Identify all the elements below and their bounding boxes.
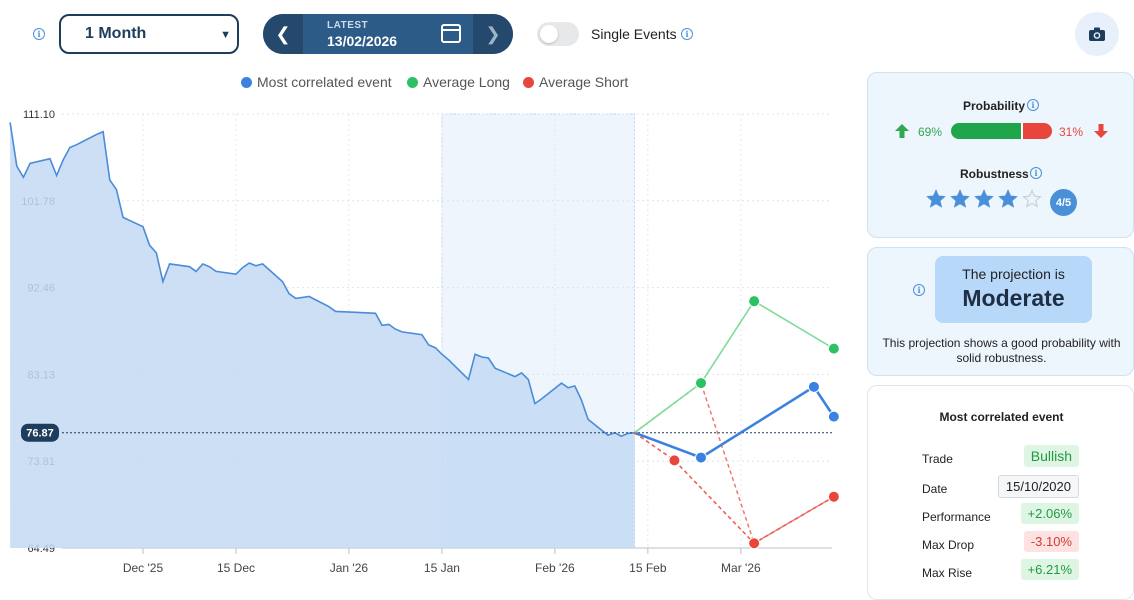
projection-point	[668, 454, 681, 467]
legend-item-average-short[interactable]: Average Short	[523, 74, 628, 90]
toggle-knob	[540, 25, 558, 43]
projection-point	[827, 342, 840, 355]
date-navigator: ❮ LATEST 13/02/2026 ❯	[263, 14, 513, 54]
projection-point	[748, 537, 761, 550]
x-tick-label: 15 Dec	[217, 561, 255, 575]
probability-long-bar	[951, 123, 1021, 139]
projection-line-most-correlated-event	[634, 385, 835, 460]
metric-value-max-rise: +6.21%	[1020, 559, 1079, 580]
history-area	[10, 122, 635, 549]
arrow-up-icon	[895, 124, 909, 138]
metric-label-date: Date	[922, 482, 948, 496]
projection-badge: The projection is Moderate	[935, 256, 1092, 323]
star-filled-icon	[926, 189, 946, 208]
robustness-stars	[926, 189, 1042, 209]
x-tick-label: 15 Jan	[424, 561, 460, 575]
chevron-right-icon: ❯	[485, 23, 501, 44]
projection-point	[827, 490, 840, 503]
robustness-badge: 4/5	[1050, 189, 1077, 216]
selected-date: 13/02/2026	[327, 33, 398, 49]
x-tick-label: Feb '26	[535, 561, 575, 575]
projection-panel: i The projection is Moderate This projec…	[867, 247, 1134, 376]
projection-point	[827, 410, 840, 423]
period-select[interactable]: 1 Month ▼	[59, 14, 239, 54]
projection-line-average-short	[634, 432, 835, 545]
camera-button[interactable]	[1075, 12, 1119, 56]
metric-label-max-drop: Max Drop	[922, 538, 975, 552]
probability-short-bar	[1022, 123, 1052, 139]
star-filled-icon	[950, 189, 970, 208]
x-tick-label: Mar '26	[721, 561, 761, 575]
probability-bar	[951, 123, 1052, 139]
chevron-down-icon: ▼	[220, 29, 231, 41]
info-icon[interactable]: i	[913, 284, 925, 296]
legend-label: Average Short	[539, 74, 629, 90]
short-dashed-path	[634, 381, 835, 545]
calendar-icon[interactable]	[441, 24, 461, 43]
correlated-event-panel: Most correlated event Trade Bullish Date 15…	[867, 385, 1134, 600]
legend-item-average-long[interactable]: Average Long	[407, 74, 510, 90]
arrow-down-icon	[1094, 124, 1108, 138]
x-tick-label: Dec '25	[123, 561, 164, 575]
single-events-toggle[interactable]	[537, 22, 579, 46]
info-icon[interactable]: i	[1027, 99, 1039, 111]
metric-value-date: 15/10/2020	[997, 475, 1079, 498]
legend-label: Average Long	[423, 74, 510, 90]
projection-point	[695, 451, 707, 464]
current-value-badge	[21, 423, 59, 442]
single-events-label: Single Events	[591, 26, 677, 42]
y-tick-label: 111.10	[23, 109, 55, 121]
previous-date-button[interactable]: ❮	[263, 14, 303, 54]
metric-label-max-rise: Max Rise	[922, 566, 973, 580]
projection-point	[807, 380, 820, 393]
legend-item-most-correlated[interactable]: Most correlated event	[241, 74, 392, 90]
legend-dot	[523, 76, 534, 88]
projection-point	[748, 295, 761, 308]
probability-title: Probability	[963, 99, 1026, 113]
info-icon[interactable]: i	[681, 28, 693, 40]
chevron-left-icon: ❮	[275, 23, 291, 44]
metric-value-performance: +2.06%	[1020, 503, 1079, 524]
camera-icon	[1089, 27, 1105, 41]
projection-description: This projection shows a good probability…	[882, 336, 1121, 365]
projection-line-average-long	[634, 300, 835, 434]
history-line	[9, 122, 635, 438]
legend-label: Most correlated event	[257, 74, 392, 90]
info-icon[interactable]: i	[33, 28, 45, 40]
metric-value-trade: Bullish	[1023, 445, 1079, 467]
star-filled-icon	[974, 189, 994, 208]
legend-dot	[241, 76, 252, 88]
x-tick-label: Jan '26	[330, 561, 369, 575]
projection-prefix: The projection is	[962, 266, 1065, 282]
legend-dot	[407, 76, 418, 88]
robustness-title: Robustness	[960, 167, 1029, 181]
projection-level: Moderate	[962, 285, 1065, 311]
metric-value-max-drop: -3.10%	[1023, 531, 1079, 552]
probability-panel: Probability i 69% 31% Robustness i 4/5	[867, 72, 1134, 238]
period-select-value: 1 Month	[85, 25, 147, 42]
probability-long-pct: 69%	[918, 125, 943, 139]
current-value-label: 76.87	[26, 428, 54, 440]
probability-short-pct: 31%	[1059, 125, 1084, 139]
date-caption: LATEST	[327, 20, 369, 31]
next-date-button[interactable]: ❯	[473, 14, 513, 54]
correlated-event-title: Most correlated event	[939, 410, 1064, 424]
info-icon[interactable]: i	[1030, 167, 1042, 179]
projection-point	[695, 377, 707, 390]
star-empty-icon	[1022, 189, 1042, 208]
metric-label-trade: Trade	[922, 452, 953, 466]
metric-label-performance: Performance	[922, 510, 991, 524]
star-filled-icon	[998, 189, 1018, 208]
x-tick-label: 15 Feb	[629, 561, 667, 575]
